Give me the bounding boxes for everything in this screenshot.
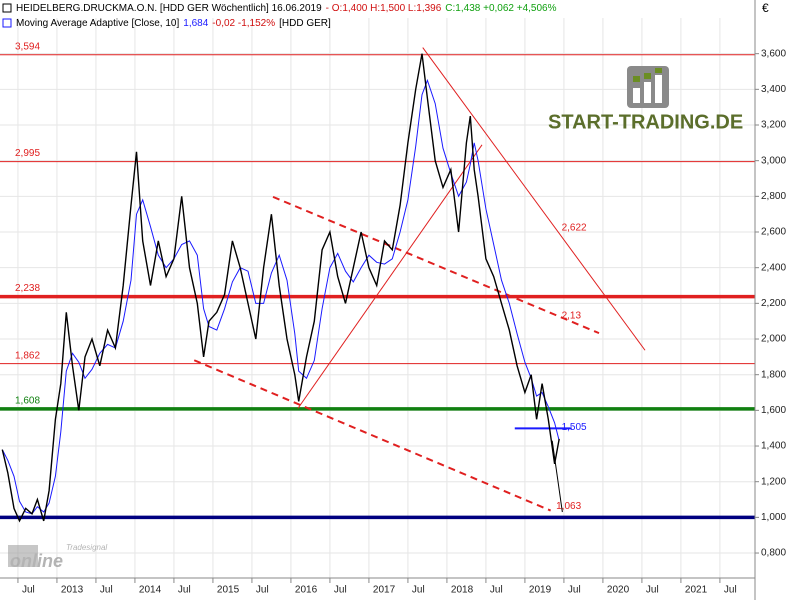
x-tick-label: 2018	[451, 585, 474, 596]
legend-name: Moving Average Adaptive [Close, 10]	[16, 18, 179, 29]
vendor-logo: Tradesignal online	[8, 543, 107, 571]
y-tick-label: 1,200	[761, 476, 786, 487]
y-tick-label: 0,800	[761, 548, 786, 559]
x-tick-label: Jul	[490, 585, 503, 596]
x-tick-label: 2021	[685, 585, 708, 596]
header: HEIDELBERG.DRUCKMA.O.N. [HDD GER Wöchent…	[2, 3, 557, 29]
series-line	[1, 53, 560, 523]
legend-swatch	[2, 3, 12, 13]
x-tick-label: Jul	[646, 585, 659, 596]
x-tick-label: 2013	[61, 585, 84, 596]
legend-entry: HEIDELBERG.DRUCKMA.O.N. [HDD GER Wöchent…	[16, 3, 557, 14]
trend-line	[272, 195, 600, 335]
annotation: 1,063	[556, 501, 581, 512]
legend-info: 1,684	[183, 18, 208, 29]
y-tick-label: 2,400	[761, 262, 786, 273]
legend-entry: Moving Average Adaptive [Close, 10] 1,684…	[16, 18, 331, 29]
logo-bar	[644, 82, 651, 103]
level-label: 3,594	[15, 41, 40, 52]
level-label: 1,608	[15, 396, 40, 407]
x-tick-label: Jul	[22, 585, 35, 596]
series-lines	[1, 53, 560, 523]
trend-line	[422, 47, 646, 351]
x-tick-label: Jul	[100, 585, 113, 596]
logo-bar	[633, 76, 640, 82]
x-tick-label: 2015	[217, 585, 240, 596]
levels	[0, 54, 755, 520]
x-tick-label: 2014	[139, 585, 162, 596]
x-tick-label: Jul	[724, 585, 737, 596]
legend-swatch	[2, 18, 12, 28]
annotation: 1,505	[562, 422, 587, 433]
trend-line	[551, 440, 563, 513]
y-tick-label: 3,400	[761, 84, 786, 95]
y-tick-label: 3,200	[761, 120, 786, 131]
vendor-name: Tradesignal	[66, 543, 107, 552]
logo-bar	[633, 88, 640, 103]
y-tick-label: 3,600	[761, 48, 786, 59]
trend-line	[297, 144, 483, 409]
site-logo: START-TRADING.DE	[548, 66, 743, 133]
x-tick-label: 2019	[529, 585, 552, 596]
legend-info: [HDD GER]	[279, 18, 331, 29]
annotation: 2,13	[562, 310, 582, 321]
logo-bar	[655, 68, 662, 73]
y-tick-label: 1,600	[761, 405, 786, 416]
trendlines	[193, 47, 646, 513]
logo-bar	[644, 73, 651, 79]
x-tick-label: 2016	[295, 585, 318, 596]
y-tick-label: 3,000	[761, 155, 786, 166]
legend-info: - O:1,400 H:1,500 L:1,396	[326, 3, 442, 14]
y-tick-label: 1,400	[761, 441, 786, 452]
x-tick-label: 2017	[373, 585, 396, 596]
level-label: 1,862	[15, 350, 40, 361]
level-label: 2,238	[15, 283, 40, 294]
x-tick-label: 2020	[607, 585, 630, 596]
labels: 0,800 1,000 1,200 1,400 1,600 1,800 2,000 2,200…	[15, 41, 786, 595]
currency: €	[762, 1, 769, 15]
legend-info: -0,02 -1,152%	[212, 18, 275, 29]
y-tick-label: 1,000	[761, 512, 786, 523]
annotation: 2,622	[562, 223, 587, 234]
y-tick-label: 2,600	[761, 227, 786, 238]
legend-info: C:1,438 +0,062 +4,506%	[445, 3, 556, 14]
site-name: START-TRADING.DE	[548, 111, 743, 133]
logo-bar	[655, 75, 662, 103]
y-tick-label: 2,200	[761, 298, 786, 309]
trend-line	[193, 359, 552, 512]
product-name: online	[10, 551, 63, 571]
x-tick-label: Jul	[568, 585, 581, 596]
x-tick-label: Jul	[412, 585, 425, 596]
x-tick-label: Jul	[178, 585, 191, 596]
x-tick-label: Jul	[256, 585, 269, 596]
vendor-icon	[8, 545, 38, 567]
level-label: 2,995	[15, 148, 40, 159]
y-tick-label: 2,800	[761, 191, 786, 202]
y-tick-label: 1,800	[761, 369, 786, 380]
x-tick-label: Jul	[334, 585, 347, 596]
y-tick-label: 2,000	[761, 334, 786, 345]
legend-name: HEIDELBERG.DRUCKMA.O.N. [HDD GER Wöchent…	[16, 3, 322, 14]
